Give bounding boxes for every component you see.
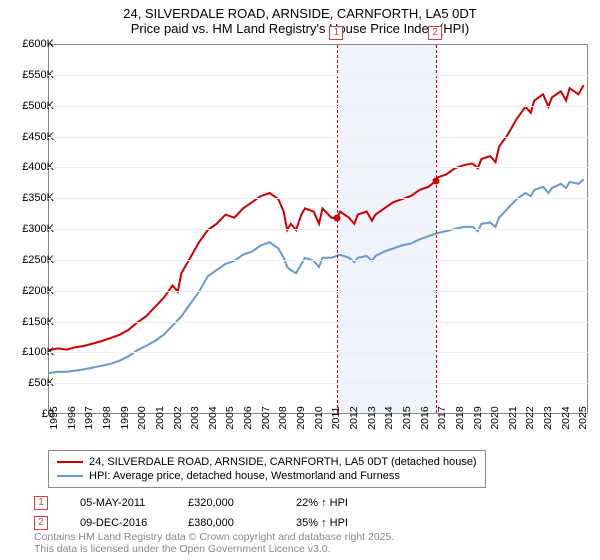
marker-box: 1 — [329, 26, 343, 40]
x-tick-label: 2006 — [242, 406, 254, 429]
chart-subtitle: Price paid vs. HM Land Registry's House … — [0, 21, 600, 36]
x-tick-label: 2015 — [401, 406, 413, 429]
data-pct-2: 35% ↑ HPI — [296, 517, 376, 529]
x-tick-label: 2005 — [224, 406, 236, 429]
x-tick-label: 2008 — [277, 406, 289, 429]
x-tick-label: 2012 — [348, 406, 360, 429]
series-line-2 — [49, 179, 584, 373]
x-tick-label: 2024 — [560, 406, 572, 429]
chart-container: 24, SILVERDALE ROAD, ARNSIDE, CARNFORTH,… — [0, 0, 600, 560]
title-block: 24, SILVERDALE ROAD, ARNSIDE, CARNFORTH,… — [0, 0, 600, 38]
legend-swatch-2 — [57, 475, 83, 477]
data-pct-1: 22% ↑ HPI — [296, 497, 376, 509]
x-tick-label: 2013 — [366, 406, 378, 429]
marker-dot — [433, 177, 440, 184]
series-line-1 — [49, 85, 584, 350]
x-tick-label: 2007 — [260, 406, 272, 429]
line-svg — [49, 45, 589, 415]
footer-text: Contains HM Land Registry data © Crown c… — [34, 531, 394, 556]
x-tick-label: 2014 — [383, 406, 395, 429]
y-tick-label: £600K — [22, 38, 54, 50]
x-tick-label: 2025 — [577, 406, 589, 429]
x-tick-label: 2002 — [172, 406, 184, 429]
x-tick-label: 2019 — [472, 406, 484, 429]
data-date-2: 09-DEC-2016 — [80, 517, 160, 529]
data-price-1: £320,000 — [188, 497, 268, 509]
legend-label-2: HPI: Average price, detached house, West… — [89, 470, 400, 482]
marker-ref-1: 1 — [34, 496, 48, 510]
legend-swatch-1 — [57, 461, 83, 463]
legend-label-1: 24, SILVERDALE ROAD, ARNSIDE, CARNFORTH,… — [89, 456, 477, 468]
x-tick-label: 1997 — [83, 406, 95, 429]
x-tick-label: 2004 — [207, 406, 219, 429]
x-tick-label: 2011 — [330, 407, 342, 430]
x-tick-label: 2010 — [313, 406, 325, 429]
x-tick-label: 2009 — [295, 406, 307, 429]
data-price-2: £380,000 — [188, 517, 268, 529]
x-tick-label: 1995 — [48, 406, 60, 429]
chart-title: 24, SILVERDALE ROAD, ARNSIDE, CARNFORTH,… — [0, 6, 600, 21]
x-tick-label: 1998 — [101, 406, 113, 429]
x-tick-label: 2021 — [507, 406, 519, 429]
x-tick-label: 2022 — [524, 406, 536, 429]
legend-box: 24, SILVERDALE ROAD, ARNSIDE, CARNFORTH,… — [48, 450, 486, 488]
legend-item-2: HPI: Average price, detached house, West… — [57, 469, 477, 483]
legend-item-1: 24, SILVERDALE ROAD, ARNSIDE, CARNFORTH,… — [57, 455, 477, 469]
footer-line-2: This data is licensed under the Open Gov… — [34, 543, 394, 556]
x-tick-label: 1996 — [66, 406, 78, 429]
marker-box: 2 — [428, 26, 442, 40]
marker-dot — [334, 214, 341, 221]
x-tick-label: 2016 — [419, 406, 431, 429]
marker-ref-2: 2 — [34, 516, 48, 530]
x-tick-label: 2018 — [454, 406, 466, 429]
x-tick-label: 2000 — [136, 406, 148, 429]
x-tick-label: 2020 — [489, 406, 501, 429]
data-date-1: 05-MAY-2011 — [80, 497, 160, 509]
data-row-1: 1 05-MAY-2011 £320,000 22% ↑ HPI — [34, 496, 376, 510]
x-tick-label: 1999 — [119, 406, 131, 429]
x-tick-label: 2001 — [154, 406, 166, 429]
x-tick-label: 2023 — [542, 406, 554, 429]
x-tick-label: 2003 — [189, 406, 201, 429]
footer-line-1: Contains HM Land Registry data © Crown c… — [34, 531, 394, 544]
data-row-2: 2 09-DEC-2016 £380,000 35% ↑ HPI — [34, 516, 376, 530]
x-tick-label: 2017 — [436, 406, 448, 429]
